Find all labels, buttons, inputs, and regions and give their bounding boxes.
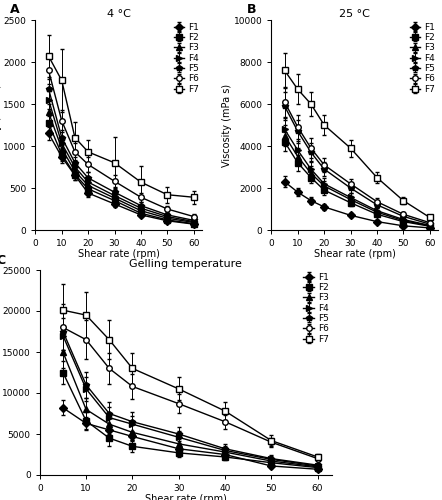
Text: A: A	[11, 3, 20, 16]
Title: 25 °C: 25 °C	[339, 9, 370, 19]
X-axis label: Shear rate (rpm): Shear rate (rpm)	[313, 250, 396, 260]
Title: 4 °C: 4 °C	[107, 9, 130, 19]
X-axis label: Shear rate (rpm): Shear rate (rpm)	[77, 250, 160, 260]
Legend: F1, F2, F3, F4, F5, F6, F7: F1, F2, F3, F4, F5, F6, F7	[173, 22, 200, 95]
X-axis label: Shear rate (rpm): Shear rate (rpm)	[145, 494, 227, 500]
Text: C: C	[0, 254, 5, 266]
Legend: F1, F2, F3, F4, F5, F6, F7: F1, F2, F3, F4, F5, F6, F7	[409, 22, 436, 95]
Y-axis label: Viscosity (mPa s): Viscosity (mPa s)	[222, 84, 232, 166]
Text: B: B	[247, 3, 256, 16]
Y-axis label: Viscosity (mPa s): Viscosity (mPa s)	[0, 84, 2, 166]
Legend: F1, F2, F3, F4, F5, F6, F7: F1, F2, F3, F4, F5, F6, F7	[303, 272, 330, 344]
Title: Gelling temperature: Gelling temperature	[129, 259, 242, 269]
